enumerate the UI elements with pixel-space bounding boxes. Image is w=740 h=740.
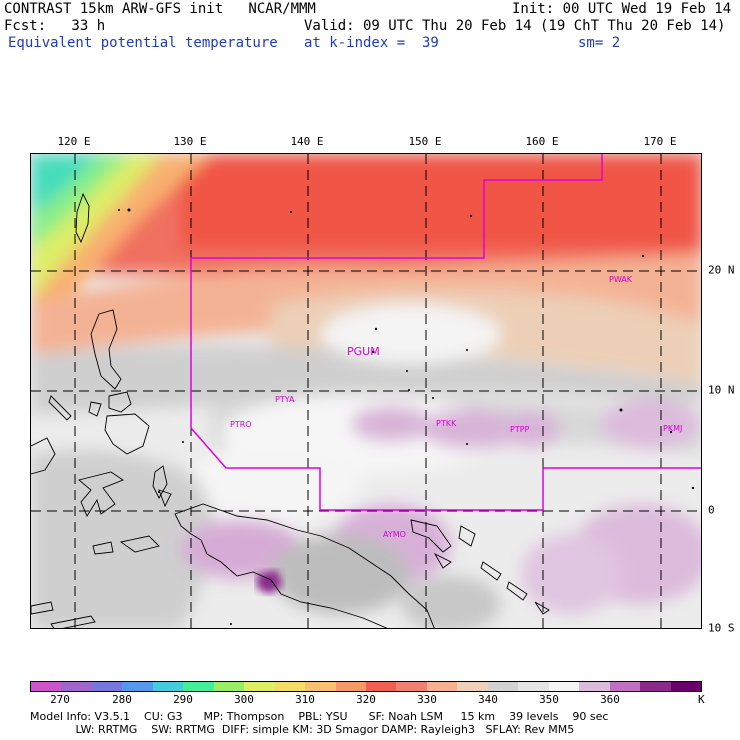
lon-label-140: 140 E [290, 135, 324, 148]
scale-unit: K [698, 693, 705, 706]
scale-swatch-6 [213, 682, 245, 691]
model-info-line1: Model Info: V3.5.1 CU: G3 MP: Thompson P… [30, 710, 609, 723]
scale-swatch-10 [335, 682, 366, 691]
color-scale-bar [30, 681, 702, 692]
scale-tick-350: 350 [539, 693, 559, 706]
level-index: at k-index = 39 [304, 35, 439, 51]
scale-swatch-16 [518, 682, 549, 691]
field-name: Equivalent potential temperature [8, 35, 278, 51]
scale-swatch-14 [457, 682, 488, 691]
lon-label-160: 160 E [525, 135, 559, 148]
lon-label-120: 120 E [57, 135, 91, 148]
scale-swatch-4 [152, 682, 184, 691]
station-label-pgum: PGUM [347, 345, 380, 358]
scale-swatch-13 [426, 682, 458, 691]
scale-swatch-21 [670, 682, 701, 691]
scale-swatch-7 [244, 682, 275, 691]
scale-tick-300: 300 [234, 693, 254, 706]
scale-swatch-18 [579, 682, 610, 691]
scale-tick-310: 310 [295, 693, 315, 706]
model-info-line2: LW: RRTMG SW: RRTMG DIFF: simple KM: 3D … [30, 723, 575, 736]
scale-swatch-9 [305, 682, 336, 691]
scale-tick-290: 290 [173, 693, 193, 706]
lat-label-20n: 20 N [708, 263, 735, 277]
lat-label-0: 0 [708, 503, 715, 517]
scale-swatch-3 [122, 682, 153, 691]
region-boundary [190, 154, 701, 511]
station-label-aymo: AYMO [383, 530, 406, 539]
valid-time: Valid: 09 UTC Thu 20 Feb 14 (19 ChT Thu … [304, 18, 726, 34]
station-label-ptro: PTRO [230, 420, 252, 429]
init-time: Init: 00 UTC Wed 19 Feb 14 [512, 1, 732, 17]
scale-swatch-1 [61, 682, 92, 691]
scale-swatch-19 [609, 682, 641, 691]
scale-swatch-17 [548, 682, 580, 691]
lat-label-10s: 10 S [708, 621, 735, 635]
scale-swatch-5 [183, 682, 214, 691]
model-title: CONTRAST 15km ARW-GFS init NCAR/MMM [4, 1, 316, 17]
scale-tick-320: 320 [356, 693, 376, 706]
latlon-grid [31, 154, 701, 628]
scale-tick-270: 270 [50, 693, 70, 706]
lon-label-130: 130 E [173, 135, 207, 148]
lon-label-150: 150 E [408, 135, 442, 148]
scale-swatch-20 [640, 682, 671, 691]
station-label-ptpp: PTPP [510, 425, 530, 434]
smoothing: sm= 2 [578, 35, 621, 51]
lon-label-170: 170 E [643, 135, 677, 148]
station-label-ptya: PTYA [275, 395, 295, 404]
scale-swatch-8 [274, 682, 306, 691]
scale-swatch-11 [365, 682, 397, 691]
station-label-ptkk: PTKK [436, 419, 457, 428]
coastlines [31, 192, 550, 628]
scale-tick-280: 280 [112, 693, 132, 706]
scale-swatch-12 [396, 682, 427, 691]
forecast-hour: Fcst: 33 h [4, 18, 106, 34]
theta-e-field: PGUM PTYA PTRO PTKK PTPP PKMJ PWAK AYMO [31, 154, 701, 628]
station-label-pkmj: PKMJ [663, 424, 682, 433]
scale-swatch-2 [91, 682, 123, 691]
scale-tick-340: 340 [478, 693, 498, 706]
map-panel: PGUM PTYA PTRO PTKK PTPP PKMJ PWAK AYMO [30, 153, 702, 629]
lat-label-10n: 10 N [708, 383, 735, 397]
scale-swatch-0 [31, 682, 62, 691]
scale-tick-360: 360 [600, 693, 620, 706]
station-label-pwak: PWAK [609, 275, 633, 284]
scale-swatch-15 [487, 682, 519, 691]
scale-tick-330: 330 [417, 693, 437, 706]
